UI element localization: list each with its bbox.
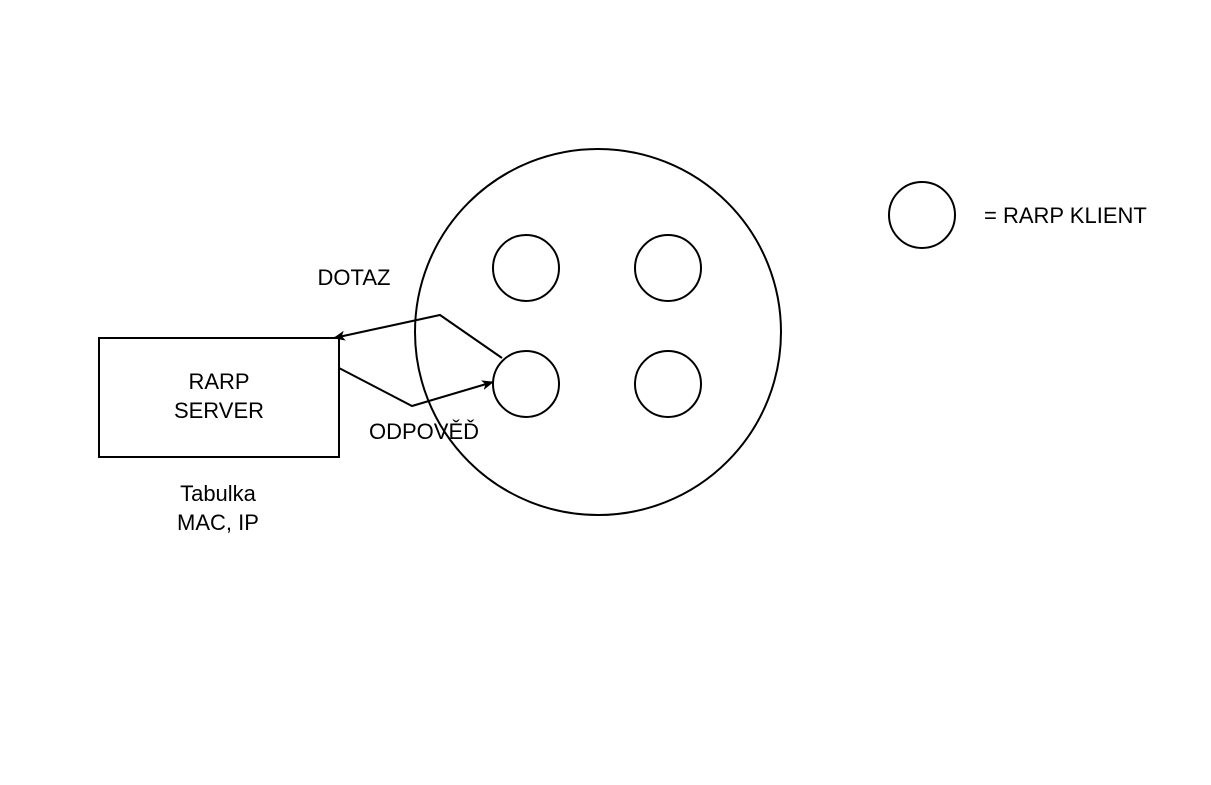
response-label: ODPOVĚĎ bbox=[369, 419, 479, 444]
server-label-line2: SERVER bbox=[174, 398, 264, 423]
rarp-server-box bbox=[98, 337, 340, 458]
server-label-line1: RARP bbox=[188, 369, 249, 394]
table-note-line2: MAC, IP bbox=[177, 510, 259, 535]
legend-label: = RARP KLIENT bbox=[984, 203, 1147, 228]
client-node-bottom-left bbox=[492, 350, 560, 418]
client-node-bottom-right bbox=[634, 350, 702, 418]
legend-client-icon bbox=[888, 181, 956, 249]
response-arrow bbox=[338, 367, 494, 408]
table-note-line1: Tabulka bbox=[180, 481, 257, 506]
client-node-top-left bbox=[492, 234, 560, 302]
request-arrow bbox=[333, 313, 503, 359]
client-node-top-right bbox=[634, 234, 702, 302]
request-label: DOTAZ bbox=[318, 265, 391, 290]
network-circle bbox=[414, 148, 782, 516]
